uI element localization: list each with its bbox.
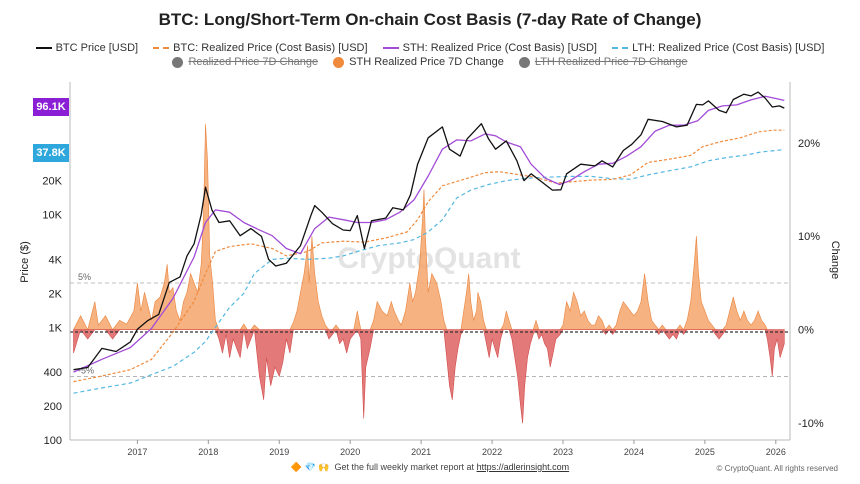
x-tick-label: 2017: [127, 447, 147, 457]
y-axis-left-label: Price ($): [19, 241, 31, 283]
legend-label: LTH Realized Price 7D Change: [534, 56, 688, 68]
legend-dot-icon: [172, 56, 184, 68]
footer-text: Get the full weekly market report at: [334, 462, 475, 472]
reference-line-label: 5%: [78, 272, 91, 282]
legend-label: LTH: Realized Price (Cost Basis) [USD]: [632, 42, 825, 54]
y-left-tick-label: 1K: [49, 322, 63, 334]
legend-realized-price[interactable]: BTC: Realized Price (Cost Basis) [USD]: [153, 42, 368, 54]
x-tick-label: 2020: [340, 447, 360, 457]
y-left-tick-label: 2K: [49, 288, 63, 300]
y-right-tick-label: 20%: [798, 138, 820, 150]
realized-price-line: [73, 129, 785, 383]
legend-label: STH Realized Price 7D Change: [349, 56, 504, 68]
lth-realized-price-line: [73, 148, 785, 394]
x-tick-label: 2023: [553, 447, 573, 457]
lth-badge: 37.8K: [33, 144, 69, 162]
sth-realized-price-line: [73, 95, 785, 373]
legend-realized-7d-change[interactable]: Realized Price 7D Change: [172, 56, 318, 68]
chart-title: BTC: Long/Short-Term On-chain Cost Basis…: [158, 10, 702, 29]
x-tick-label: 2022: [482, 447, 502, 457]
y-right-tick-label: 10%: [798, 231, 820, 243]
legend-lth-realized-price[interactable]: LTH: Realized Price (Cost Basis) [USD]: [612, 42, 824, 54]
legend-row-1: BTC Price [USD] BTC: Realized Price (Cos…: [0, 40, 860, 54]
y-left-tick-label: 10K: [42, 210, 62, 222]
x-tick-label: 2019: [269, 447, 289, 457]
legend-dash-swatch: [612, 47, 629, 49]
price-badge-label: 96.1K: [36, 101, 66, 113]
legend-dash-swatch: [153, 47, 170, 49]
footer-link[interactable]: https://adlerinsight.com: [476, 462, 570, 472]
y-left-tick-label: 100: [44, 435, 62, 447]
legend-btc-price[interactable]: BTC Price [USD]: [35, 42, 139, 54]
legend-label: STH: Realized Price (Cost Basis) [USD]: [402, 42, 597, 54]
legend-sth-realized-price[interactable]: STH: Realized Price (Cost Basis) [USD]: [382, 42, 597, 54]
legend-label: BTC: Realized Price (Cost Basis) [USD]: [173, 42, 368, 54]
price-lines: [73, 91, 785, 394]
x-tick-label: 2025: [695, 447, 715, 457]
reference-line-label: -5%: [78, 365, 94, 375]
y-axis-right-label: Change: [829, 241, 841, 280]
legend-lth-7d-change[interactable]: LTH Realized Price 7D Change: [518, 56, 688, 68]
x-tick-label: 2018: [198, 447, 218, 457]
legend-dot-icon: [333, 56, 345, 68]
sth-change-positive-area: [73, 124, 785, 331]
y-left-tick-label: 400: [44, 367, 62, 379]
lth-badge-label: 37.8K: [36, 147, 66, 159]
legend-label: Realized Price 7D Change: [188, 56, 319, 68]
y-left-tick-label: 4K: [49, 254, 63, 266]
x-tick-label: 2026: [766, 447, 786, 457]
legend-line-swatch: [35, 47, 52, 49]
y-left-tick-label: 200: [44, 401, 62, 413]
footer: 🔶 💎 🙌 Get the full weekly market report …: [0, 462, 860, 473]
y-left-tick-label: 20K: [42, 176, 62, 188]
x-tick-label: 2024: [624, 447, 644, 457]
legend-dot-icon: [518, 56, 530, 68]
axes: 2017 2018 2019 2020 2021 2022 2023 2024 2025 2026…: [42, 82, 824, 457]
sth-change-bars: [73, 124, 785, 424]
x-tick-label: 2021: [411, 447, 431, 457]
legend-sth-7d-change[interactable]: STH Realized Price 7D Change: [333, 56, 504, 68]
y-right-tick-label: 0%: [798, 325, 814, 337]
footer-icons: 🔶 💎 🙌: [290, 462, 330, 472]
legend-row-2: Realized Price 7D Change STH Realized Pr…: [0, 56, 860, 71]
legend-line-swatch: [382, 47, 399, 49]
sth-change-negative-area: [73, 328, 785, 424]
y-right-tick-label: -10%: [798, 418, 824, 430]
btc-price-line: [73, 91, 785, 371]
price-badge: 96.1K: [33, 98, 69, 116]
legend-label: BTC Price [USD]: [55, 42, 139, 54]
watermark: CryptoQuant: [337, 242, 520, 275]
copyright: © CryptoQuant. All rights reserved: [716, 464, 839, 473]
